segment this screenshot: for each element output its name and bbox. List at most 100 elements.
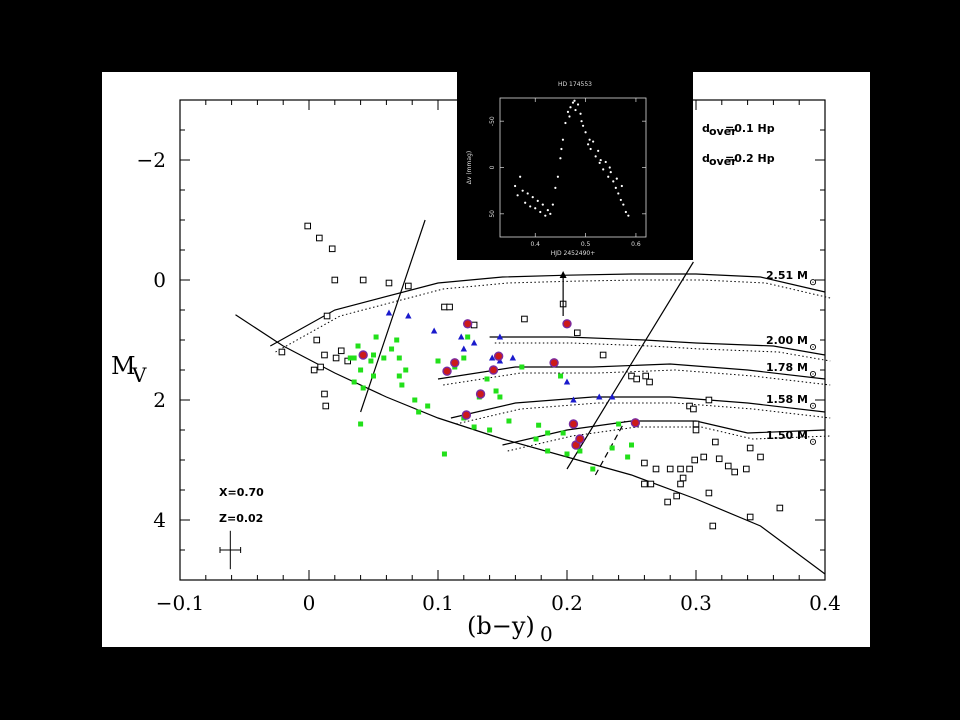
green-square-point — [609, 445, 615, 451]
y-tick-label: 0 — [153, 268, 166, 292]
inset-data-point — [564, 121, 567, 125]
open-square-point — [641, 480, 648, 488]
red-circle-point — [493, 351, 504, 361]
open-square-point — [313, 336, 321, 344]
open-square-point — [328, 245, 336, 253]
open-square-point — [332, 354, 340, 362]
inset-data-point — [581, 124, 585, 127]
inset-data-point — [602, 168, 605, 171]
inset-data-point — [526, 192, 529, 195]
green-square-point — [471, 424, 477, 430]
inset-data-point — [551, 203, 554, 206]
blue-triangle-point — [596, 393, 603, 400]
green-square-point — [558, 373, 564, 379]
green-square-point — [373, 334, 379, 340]
inset-data-point — [620, 184, 623, 188]
open-square-point — [646, 378, 653, 386]
open-square-point — [599, 351, 607, 359]
overshoot-legend-value: =0.1 Hp — [725, 122, 775, 135]
inset-data-point — [556, 175, 559, 178]
x-tick-label: 0 — [303, 591, 316, 615]
open-square-point — [652, 465, 660, 473]
mass-label: 1.50 M — [766, 429, 808, 442]
x-tick-label: 0.3 — [680, 591, 712, 615]
green-square-point — [461, 355, 467, 361]
red-circle-point — [568, 419, 579, 429]
green-square-point — [416, 409, 422, 415]
inset-data-point — [584, 131, 587, 134]
blue-triangle-point — [488, 354, 496, 361]
x-tick-label: −0.1 — [156, 591, 205, 615]
open-square-point — [677, 465, 684, 473]
green-square-point — [389, 346, 395, 352]
green-square-point — [396, 355, 402, 361]
red-circle-point — [462, 319, 473, 329]
inset-data-point — [561, 138, 565, 141]
open-square-point — [322, 402, 330, 410]
track-solid-3 — [450, 396, 826, 419]
red-circle-point — [630, 418, 641, 428]
green-square-point — [577, 448, 583, 454]
figure-panel: 0.4 0.5 0.6 -50 0 50 HD 174553 HJD 2452490+ Δv (… — [102, 72, 870, 647]
green-square-point — [435, 358, 441, 364]
green-square-point — [360, 385, 366, 391]
x-tick-label: 0.2 — [551, 591, 583, 615]
inset-data-point — [599, 158, 602, 162]
open-square-point — [731, 468, 739, 476]
red-circle-point — [358, 350, 368, 360]
open-square-point — [359, 276, 367, 284]
open-square-point — [700, 453, 708, 461]
blue-triangle-point — [496, 333, 504, 340]
model-curves — [235, 219, 831, 575]
red-circle-point — [442, 366, 452, 376]
green-square-point — [487, 427, 493, 433]
green-square-point — [381, 355, 387, 361]
inset-data-point — [524, 201, 527, 204]
inset-x-tick-label: 0.4 — [530, 241, 540, 248]
inset-data-point — [588, 138, 591, 141]
green-square-point — [396, 373, 402, 379]
overshoot-legend-subscript: over — [709, 155, 737, 168]
open-square-point — [323, 312, 331, 320]
inset-data-point — [608, 166, 611, 169]
open-square-point — [709, 522, 717, 530]
green-square-point — [371, 352, 376, 358]
inset-data-point — [579, 112, 582, 115]
inset-data-point — [536, 199, 539, 202]
open-square-point — [647, 480, 655, 488]
green-square-point — [358, 421, 364, 427]
inset-data-point — [573, 99, 576, 102]
inset-title: HD 174553 — [558, 81, 592, 88]
open-square-point — [521, 315, 528, 323]
green-square-point — [425, 403, 431, 409]
green-square-point — [590, 466, 596, 472]
blue-triangle-point — [430, 327, 438, 334]
green-square-point — [493, 388, 499, 394]
arrow-head — [559, 271, 567, 278]
inset-data-point — [604, 160, 607, 164]
inset-data-point — [534, 207, 537, 210]
open-square-point — [385, 279, 393, 287]
track-dotted-0 — [275, 279, 831, 353]
blue-triangle-point — [385, 309, 393, 316]
open-square-point — [633, 375, 640, 383]
green-square-point — [536, 422, 542, 428]
overshoot-legend-d: d — [702, 152, 710, 165]
red-circle-point — [549, 358, 559, 368]
hr-diagram-svg: 0.4 0.5 0.6 -50 0 50 HD 174553 HJD 2452490+ Δv (… — [111, 72, 841, 646]
inset-data-point — [615, 177, 618, 180]
open-square-point — [331, 276, 339, 284]
sun-symbol-icon — [809, 279, 817, 286]
green-square-point — [564, 451, 570, 457]
red-circle-point — [488, 365, 499, 375]
x-axis-title: (b−y) — [467, 612, 535, 640]
inset-data-point — [560, 147, 563, 151]
sun-symbol-icon — [809, 402, 817, 409]
inset-data-point — [546, 209, 549, 212]
green-square-point — [484, 376, 490, 382]
inset-x-tick-label: 0.5 — [581, 241, 591, 248]
sun-symbol-dot — [812, 373, 814, 375]
green-square-point — [519, 364, 525, 370]
green-square-point — [358, 367, 364, 373]
green-square-point — [394, 337, 400, 343]
